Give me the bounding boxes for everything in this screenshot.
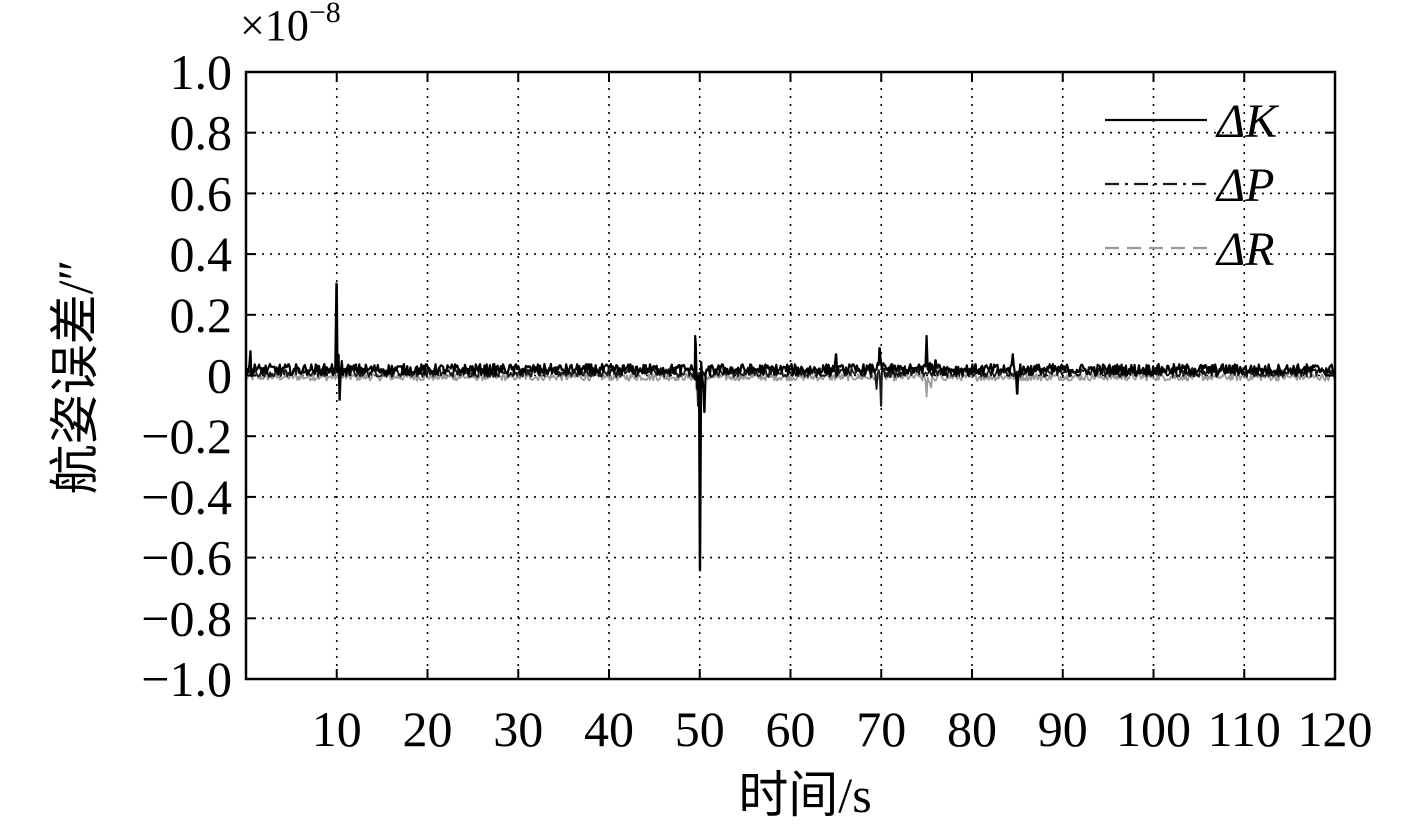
x-tick-label: 110: [1208, 701, 1281, 757]
x-tick-label: 60: [766, 701, 816, 757]
x-tick-labels: 10 20 30 40 50 60 70 80 90 100 110 120: [312, 701, 1373, 757]
x-tick-label: 50: [675, 701, 725, 757]
ticks: [246, 71, 1336, 680]
legend-label-p: ΔP: [1215, 159, 1275, 212]
series-line-k: [244, 282, 1336, 572]
x-tick-label: 80: [947, 701, 997, 757]
x-tick-label: 120: [1298, 701, 1373, 757]
y-tick-label: 1.0: [170, 44, 233, 100]
x-tick-label: 10: [312, 701, 362, 757]
y-tick-label: 0.2: [170, 287, 233, 343]
legend-label-r: ΔR: [1215, 223, 1275, 276]
x-tick-label: 90: [1038, 701, 1088, 757]
legend-label-k: ΔK: [1215, 95, 1280, 148]
x-tick-label: 30: [493, 701, 543, 757]
x-axis-label: 时间/s: [738, 767, 871, 823]
y-tick-label: 0.4: [170, 226, 233, 282]
legend: ΔK ΔP ΔR: [1105, 95, 1280, 276]
y-axis-label: 航姿误差/″: [47, 260, 103, 495]
y-tick-label: 0.6: [170, 165, 233, 221]
series-line-r: [245, 372, 1336, 398]
y-tick-label: −0.6: [141, 530, 232, 586]
y-tick-label: −1.0: [141, 651, 232, 707]
x-tick-label: 70: [856, 701, 906, 757]
y-tick-label: −0.2: [141, 408, 232, 464]
series-layer: [244, 282, 1336, 572]
y-tick-labels: 1.00.80.60.40.20−0.2−0.4−0.6−0.8−1.0: [141, 44, 232, 707]
y-tick-label: −0.4: [141, 469, 232, 525]
y-tick-label: 0: [207, 348, 232, 404]
y-scale-factor: ×10−8: [240, 0, 341, 50]
x-tick-label: 40: [584, 701, 634, 757]
y-tick-label: −0.8: [141, 590, 232, 646]
x-tick-label: 100: [1116, 701, 1191, 757]
y-tick-label: 0.8: [170, 105, 233, 161]
x-tick-label: 20: [403, 701, 453, 757]
